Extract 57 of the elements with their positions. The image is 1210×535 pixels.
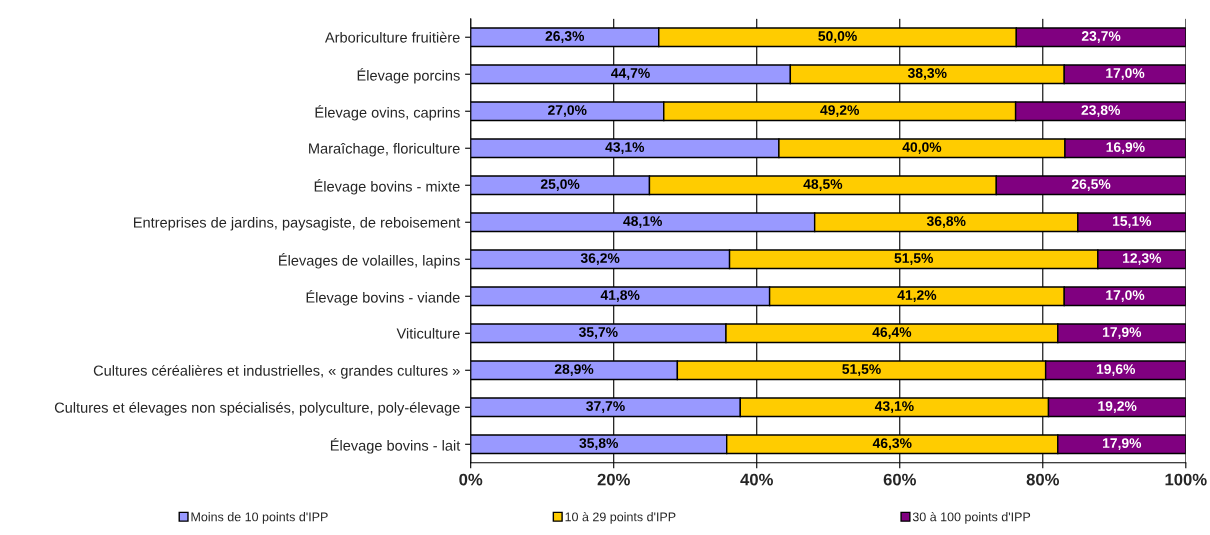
data-label: 26,3% [545,31,585,43]
y-tick-label: Maraîchage, floriculture [309,142,460,157]
legend-label: Moins de 10 points d'IPP [191,512,328,524]
data-label: 17,9% [1102,327,1142,339]
y-tick-label: Élevage porcins [357,67,460,84]
data-label: 41,8% [600,290,640,302]
data-label: 19,6% [1096,364,1136,377]
data-label: 48,5% [803,179,843,191]
y-tick-label: Élevages de volailles, lapins [279,252,460,269]
data-label: 48,1% [623,216,662,228]
x-tick-label: 100% [1165,473,1207,486]
data-label: 51,5% [842,364,881,377]
data-label: 36,8% [926,216,966,228]
data-label: 15,1% [1112,216,1152,228]
data-label: 17,9% [1102,438,1142,451]
data-label: 49,2% [820,105,860,117]
y-tick-label: Élevage bovins - mixte [314,178,460,195]
y-tick-label: Élevage ovins, caprins [315,104,460,121]
data-label: 51,5% [894,253,934,265]
data-label: 25,0% [540,179,580,191]
data-label: 46,3% [872,438,912,451]
data-label: 43,1% [874,401,914,414]
data-label: 26,5% [1071,179,1111,191]
data-label: 35,7% [578,327,618,339]
legend-label: 10 à 29 points d'IPP [565,511,676,524]
x-tick-label: 60% [883,473,916,486]
y-tick-label: Arboriculture fruitière [324,31,460,43]
data-label: 27,0% [548,105,587,117]
data-label: 12,3% [1123,253,1162,265]
data-label: 28,9% [554,364,594,377]
y-tick-label: Cultures et élevages non spécialisés, polyculture, poly-élevage [54,401,460,416]
y-tick-label: Élevage bovins - lait [330,437,461,454]
data-label: 19,2% [1098,401,1137,414]
data-label: 23,7% [1081,31,1121,43]
data-label: 38,3% [907,68,947,80]
y-tick-label: Élevage bovins - viande [306,289,460,306]
data-label: 17,0% [1106,68,1145,80]
y-tick-label: Cultures céréalières et industrielles, « grandes cultures » [93,364,460,379]
legend-label: 30 à 100 points d'IPP [912,511,1031,524]
data-label: 43,1% [605,142,645,154]
x-tick-label: 80% [1026,473,1060,486]
y-tick-label: Entreprises de jardins, paysagiste, de reboisement [134,216,461,231]
data-label: 46,4% [872,327,912,339]
x-tick-label: 0% [459,473,483,486]
x-tick-label: 20% [597,473,630,486]
data-label: 23,8% [1081,105,1121,117]
data-label: 37,7% [586,401,625,414]
data-label: 35,8% [579,438,619,451]
data-label: 41,2% [897,290,937,302]
data-label: 50,0% [818,31,857,43]
x-tick-label: 40% [740,473,773,486]
data-label: 36,2% [580,253,620,265]
data-label: 16,9% [1106,142,1145,154]
data-label: 17,0% [1106,290,1145,302]
data-label: 40,0% [902,142,942,154]
y-tick-label: Viticulture [396,327,460,339]
data-label: 44,7% [611,68,650,80]
